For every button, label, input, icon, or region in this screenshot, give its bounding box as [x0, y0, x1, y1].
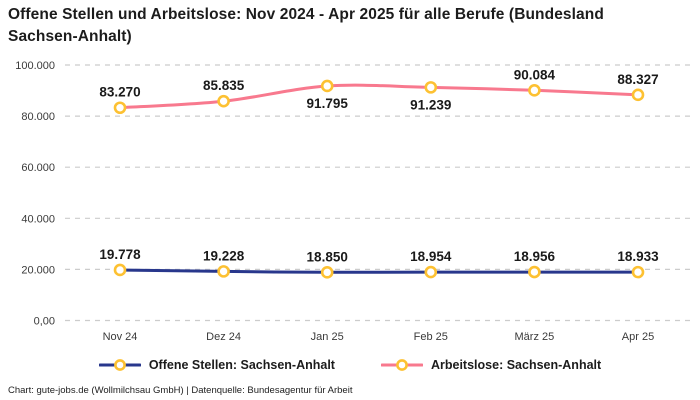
x-axis-tick-label: Apr 25 — [622, 331, 654, 343]
series-line — [118, 83, 640, 110]
data-point-marker[interactable] — [424, 81, 438, 94]
y-axis-tick-label: 0,00 — [34, 316, 55, 328]
data-point-marker[interactable] — [113, 101, 127, 115]
legend-line-marker-icon — [98, 359, 141, 371]
x-axis-tick-label: Nov 24 — [103, 331, 138, 343]
legend-label-offene-stellen: Offene Stellen: Sachsen-Anhalt — [148, 358, 335, 372]
data-point-label: 19.228 — [203, 248, 245, 263]
source-attribution: Chart: gute-jobs.de (Wollmilchsau GmbH) … — [8, 385, 353, 396]
data-point-label: 90.084 — [514, 67, 556, 82]
legend-line-marker-icon — [380, 359, 423, 371]
data-point-label: 83.270 — [99, 85, 140, 100]
data-point-marker[interactable] — [528, 265, 541, 279]
data-point-marker[interactable] — [631, 265, 645, 279]
x-axis-tick-label: Feb 25 — [414, 331, 448, 343]
data-point-marker[interactable] — [528, 84, 541, 97]
x-axis-tick-label: März 25 — [515, 331, 555, 343]
data-point-label: 88.327 — [617, 72, 658, 87]
data-point-label: 18.956 — [514, 249, 556, 264]
legend-item-offene-stellen[interactable]: Offene Stellen: Sachsen-Anhalt — [98, 358, 335, 372]
data-point-marker[interactable] — [631, 88, 645, 102]
line-chart: 0,00 20.000 40.000 60.000 80.000 100.000 Nov 2… — [15, 60, 693, 343]
data-point-label: 19.778 — [99, 247, 141, 262]
x-axis-tick-label: Dez 24 — [206, 331, 241, 343]
chart-legend: Offene Stellen: Sachsen-Anhalt Arbeitslo… — [0, 358, 700, 372]
legend-item-arbeitslose[interactable]: Arbeitslose: Sachsen-Anhalt — [380, 358, 602, 372]
data-point-marker[interactable] — [217, 94, 230, 108]
y-axis-tick-label: 80.000 — [21, 111, 55, 123]
y-axis-tick-label: 60.000 — [21, 162, 55, 174]
data-point-label: 18.933 — [617, 249, 659, 264]
y-axis-tick-label: 100.000 — [15, 60, 55, 72]
data-point-label: 18.954 — [410, 249, 452, 264]
legend-label-arbeitslose: Arbeitslose: Sachsen-Anhalt — [430, 358, 602, 372]
data-point-marker[interactable] — [424, 265, 438, 279]
data-point-label: 18.850 — [307, 249, 348, 264]
chart-title: Offene Stellen und Arbeitslose: Nov 2024… — [8, 6, 604, 45]
y-axis-tick-label: 40.000 — [21, 213, 55, 225]
data-point-marker[interactable] — [113, 263, 127, 277]
data-point-marker[interactable] — [320, 79, 334, 93]
data-point-label: 91.239 — [410, 97, 451, 112]
series-line — [118, 268, 640, 274]
y-axis-tick-label: 20.000 — [21, 264, 55, 276]
data-point-label: 85.835 — [203, 78, 245, 93]
data-point-label: 91.795 — [307, 96, 349, 111]
data-point-marker[interactable] — [217, 265, 230, 278]
x-axis-tick-label: Jan 25 — [311, 331, 344, 343]
data-point-marker[interactable] — [320, 266, 334, 279]
